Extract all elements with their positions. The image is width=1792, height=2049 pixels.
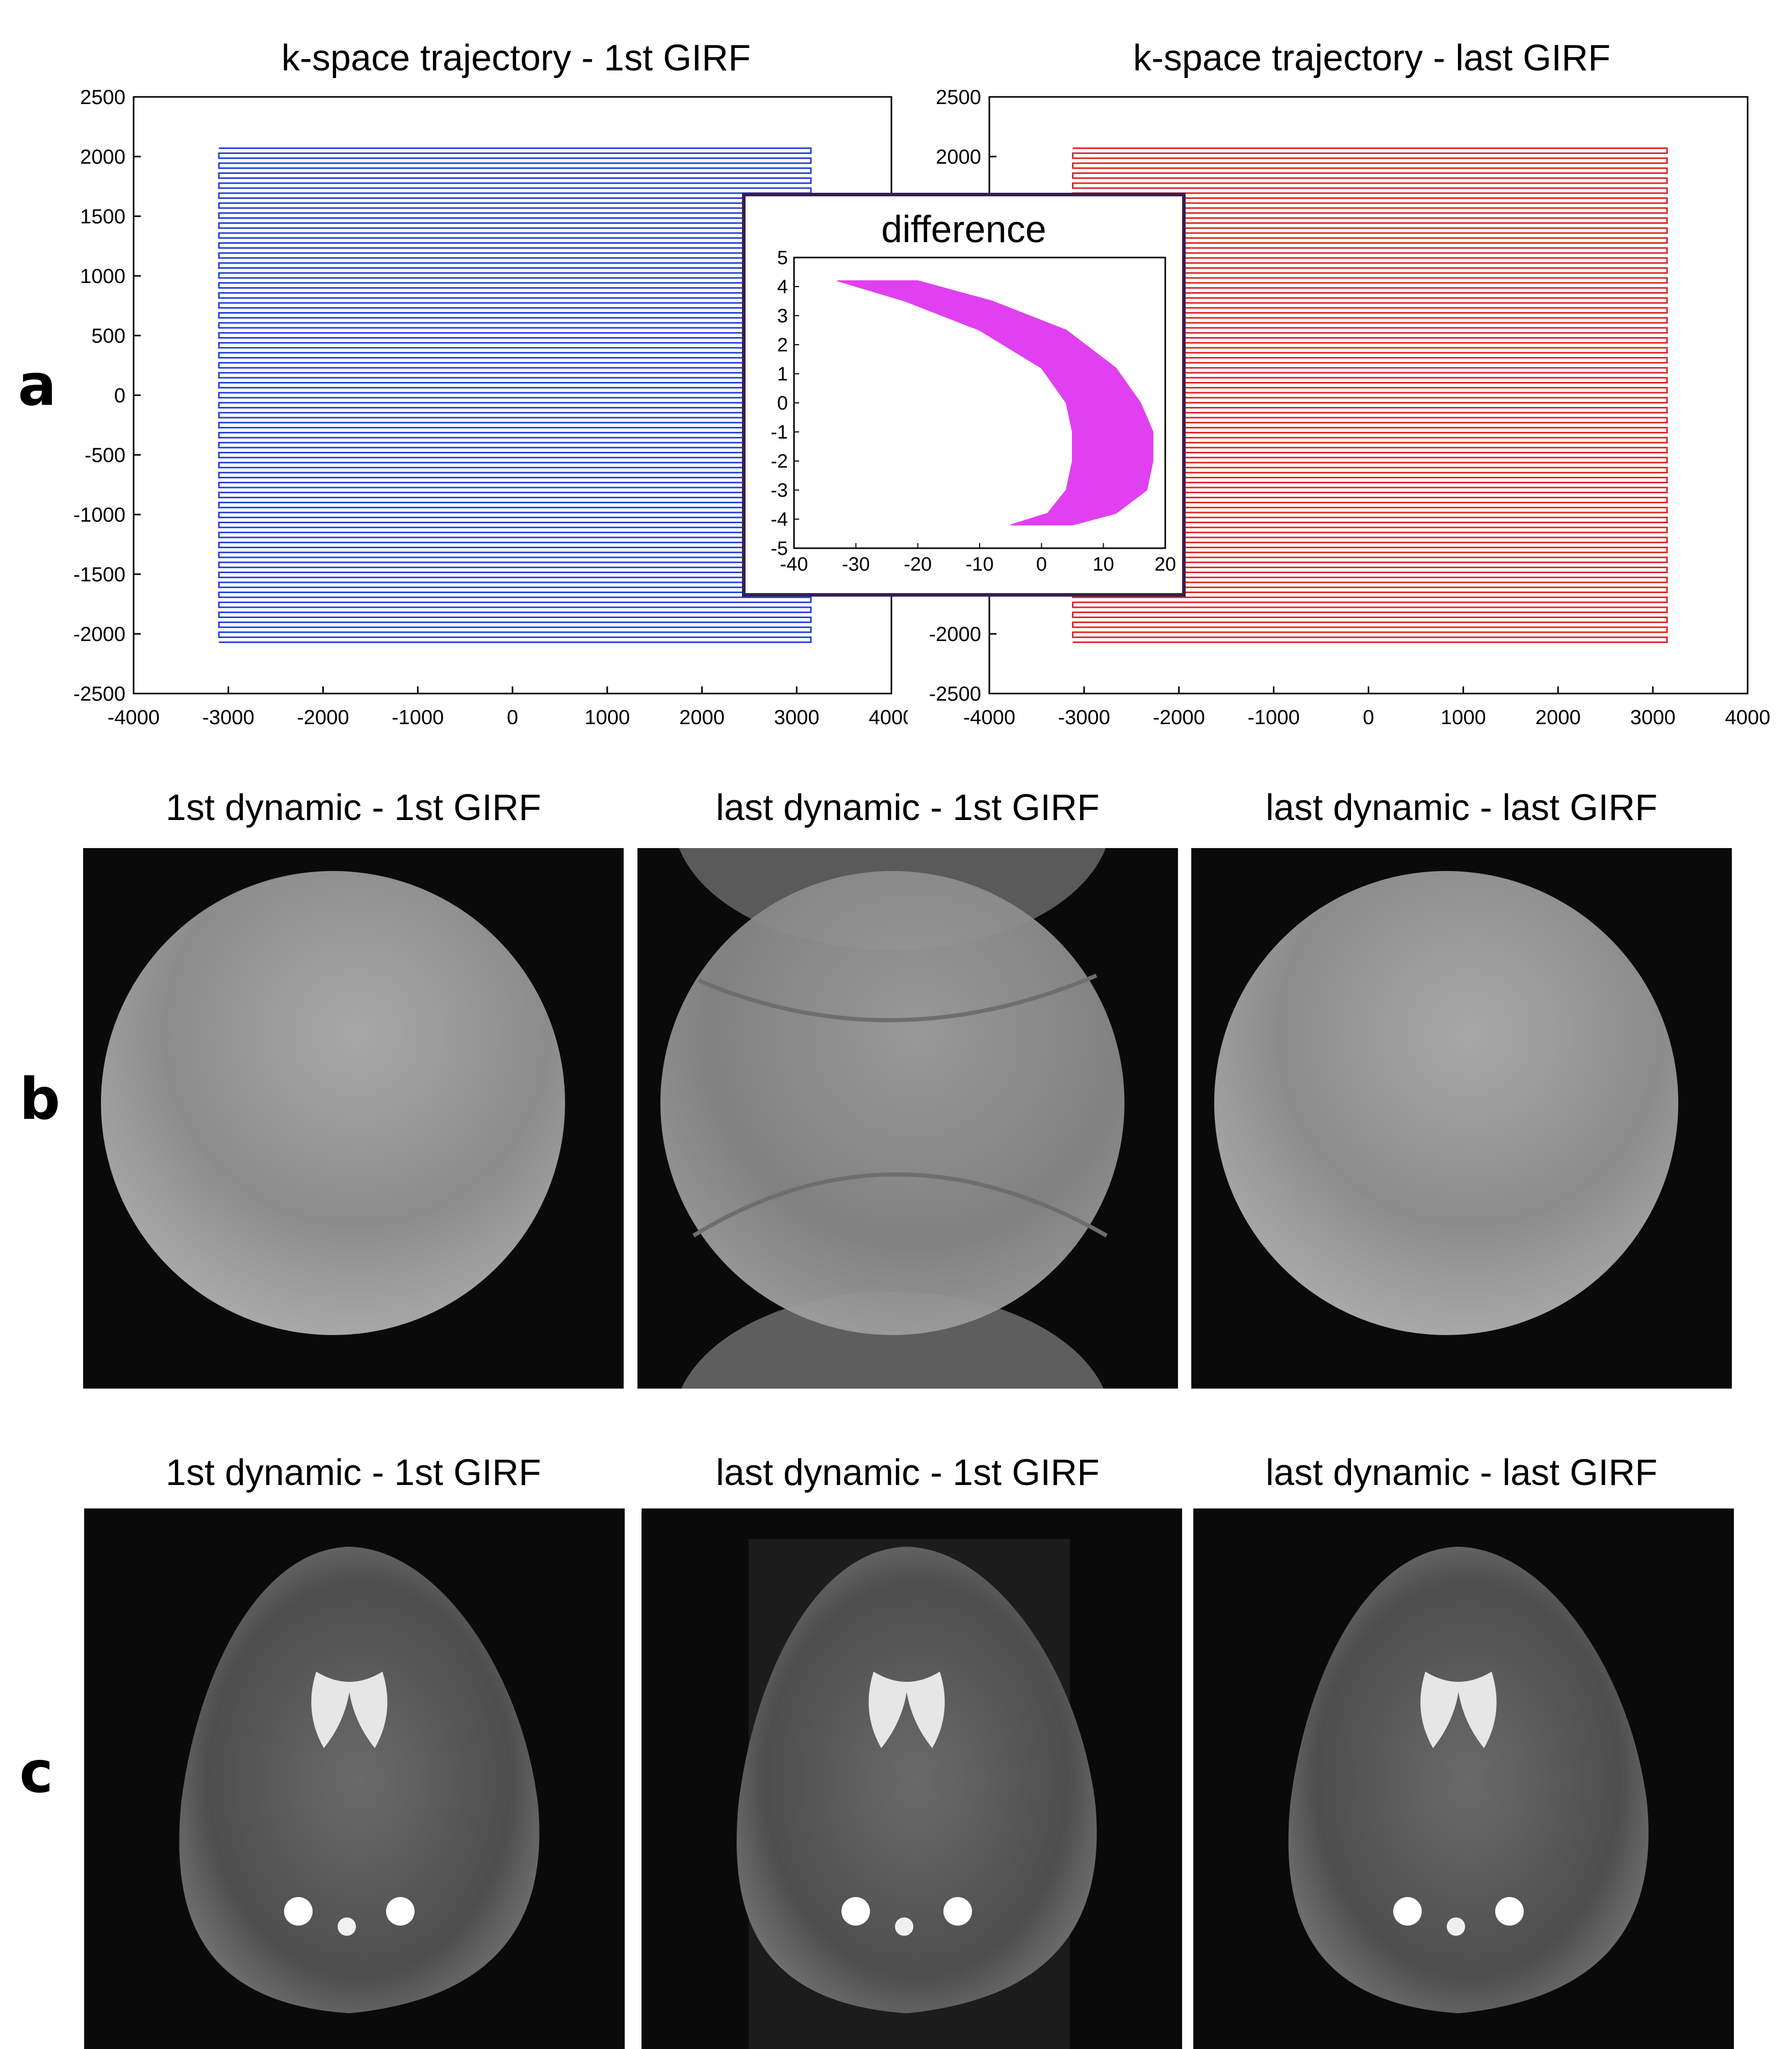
y-tick-label: 2500: [936, 86, 981, 109]
y-tick-label: -1000: [73, 504, 125, 526]
inset-y-tick-label: 0: [777, 393, 788, 414]
x-tick-label: -4000: [108, 706, 160, 729]
plot2-title: k-space trajectory - last GIRF: [1133, 38, 1611, 79]
x-tick-label: 1000: [584, 706, 630, 729]
x-tick-label: 0: [1363, 706, 1374, 729]
inset-y-tick-label: 2: [777, 335, 788, 356]
phantom-image-3: [1191, 848, 1732, 1389]
x-tick-label: -1000: [392, 706, 444, 729]
y-tick-label: -2000: [73, 623, 125, 646]
y-tick-label: -500: [85, 444, 125, 467]
inset-x-tick-label: -40: [780, 554, 808, 575]
row-c-title-3: last dynamic - last GIRF: [1265, 1452, 1658, 1493]
phantom-image-2: [637, 848, 1178, 1389]
inset-y-tick-label: -1: [771, 422, 788, 443]
inset-x-tick-label: 20: [1155, 554, 1176, 575]
x-tick-label: 0: [507, 706, 518, 729]
y-tick-label: 1000: [80, 265, 125, 288]
row-c-title-1: 1st dynamic - 1st GIRF: [165, 1452, 542, 1493]
x-tick-label: -1000: [1247, 706, 1299, 729]
difference-inset: difference -40 -30 -20 -10 0 10 20 5 4 3 2 1 0 -1 -2 -3…: [742, 193, 1186, 597]
x-tick-label: 2000: [1535, 706, 1581, 729]
panel-label-b: b: [19, 1066, 61, 1133]
inset-y-tick-label: -2: [771, 451, 788, 472]
inset-y-tick-label: 3: [777, 305, 788, 327]
inset-title: difference: [881, 208, 1046, 250]
inset-y-tick-label: -4: [771, 509, 788, 530]
inset-x-tick-label: -10: [966, 554, 994, 575]
inset-y-tick-label: -5: [771, 538, 788, 559]
x-tick-label: -3000: [202, 706, 254, 729]
panel-label-c: c: [19, 1739, 54, 1806]
difference-band: [837, 280, 1154, 526]
row-b-title-2: last dynamic - 1st GIRF: [715, 787, 1100, 828]
phantom-image-1: [83, 848, 624, 1389]
y-tick-label: 0: [114, 385, 125, 407]
x-tick-label: -2000: [1153, 706, 1205, 729]
brain-image-2: [642, 1508, 1182, 2049]
inset-y-tick-label: 1: [777, 364, 788, 385]
x-tick-label: 3000: [774, 706, 820, 729]
row-b-title-3: last dynamic - last GIRF: [1265, 787, 1658, 828]
plot1-title: k-space trajectory - 1st GIRF: [281, 38, 751, 79]
inset-y-tick-label: -3: [771, 480, 788, 501]
y-tick-label: 2000: [80, 146, 125, 168]
inset-x-tick-label: -30: [842, 554, 870, 575]
inset-y-tick-label: 5: [777, 247, 788, 269]
row-b-title-1: 1st dynamic - 1st GIRF: [165, 787, 542, 828]
x-tick-label: 2000: [679, 706, 725, 729]
brain-image-1: [84, 1508, 625, 2049]
y-tick-label: 500: [91, 325, 125, 347]
y-tick-label: 2000: [936, 146, 981, 168]
x-tick-label: 4000: [869, 706, 908, 729]
brain-image-3: [1193, 1508, 1734, 2049]
inset-x-tick-label: -20: [904, 554, 932, 575]
x-tick-label: -2000: [297, 706, 349, 729]
y-tick-label: 1500: [80, 206, 125, 228]
inset-y-tick-label: 4: [777, 276, 788, 298]
x-tick-label: 4000: [1725, 706, 1771, 729]
y-tick-label: -2000: [929, 623, 981, 646]
x-tick-label: 3000: [1630, 706, 1676, 729]
y-tick-label: -1500: [73, 564, 125, 586]
panel-label-a: a: [18, 352, 57, 419]
row-c-title-2: last dynamic - 1st GIRF: [715, 1452, 1100, 1493]
y-tick-label: -2500: [73, 683, 125, 705]
y-tick-label: 2500: [80, 86, 125, 109]
y-tick-label: -2500: [929, 683, 981, 705]
x-tick-label: -3000: [1058, 706, 1110, 729]
inset-x-tick-label: 10: [1093, 554, 1114, 575]
inset-x-tick-label: 0: [1036, 554, 1047, 575]
x-tick-label: -4000: [963, 706, 1015, 729]
x-tick-label: 1000: [1441, 706, 1486, 729]
